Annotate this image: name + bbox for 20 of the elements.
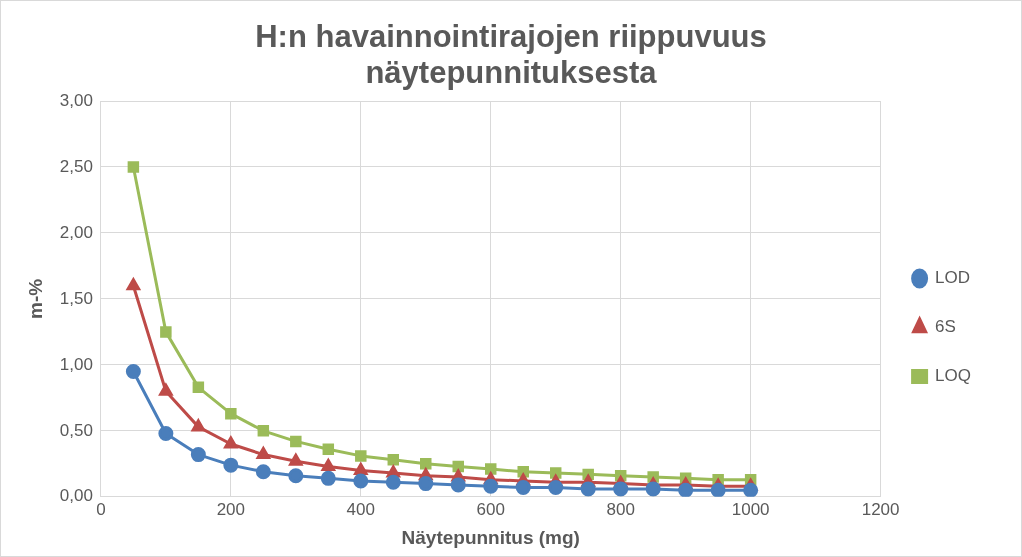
legend-label: LOQ [935, 366, 972, 386]
y-axis-title: m-% [24, 278, 46, 319]
y-tick-label: 1,00 [59, 354, 93, 374]
x-tick-label: 600 [476, 499, 505, 519]
legend-label: 6S [935, 317, 956, 337]
x-tick-label: 800 [606, 499, 635, 519]
y-tick-label: 2,50 [59, 156, 93, 176]
y-tick-label: 0,00 [59, 486, 93, 506]
chart-title: H:n havainnointirajojen riippuvuus näytepunnituksesta [254, 19, 768, 91]
x-axis-title: Näytepunnitus (mg) [401, 526, 580, 548]
x-tick-label: 400 [346, 499, 375, 519]
x-tick-label: 1000 [731, 499, 770, 519]
y-tick-label: 1,50 [59, 288, 93, 308]
x-tick-label: 0 [96, 499, 106, 519]
x-tick-label: 200 [216, 499, 246, 519]
y-tick-label: 0,50 [59, 420, 93, 440]
x-tick-label: 1200 [861, 499, 900, 519]
y-tick-label: 2,00 [59, 222, 93, 242]
legend-label: LOD [935, 268, 971, 288]
y-tick-label: 3,00 [59, 90, 93, 110]
